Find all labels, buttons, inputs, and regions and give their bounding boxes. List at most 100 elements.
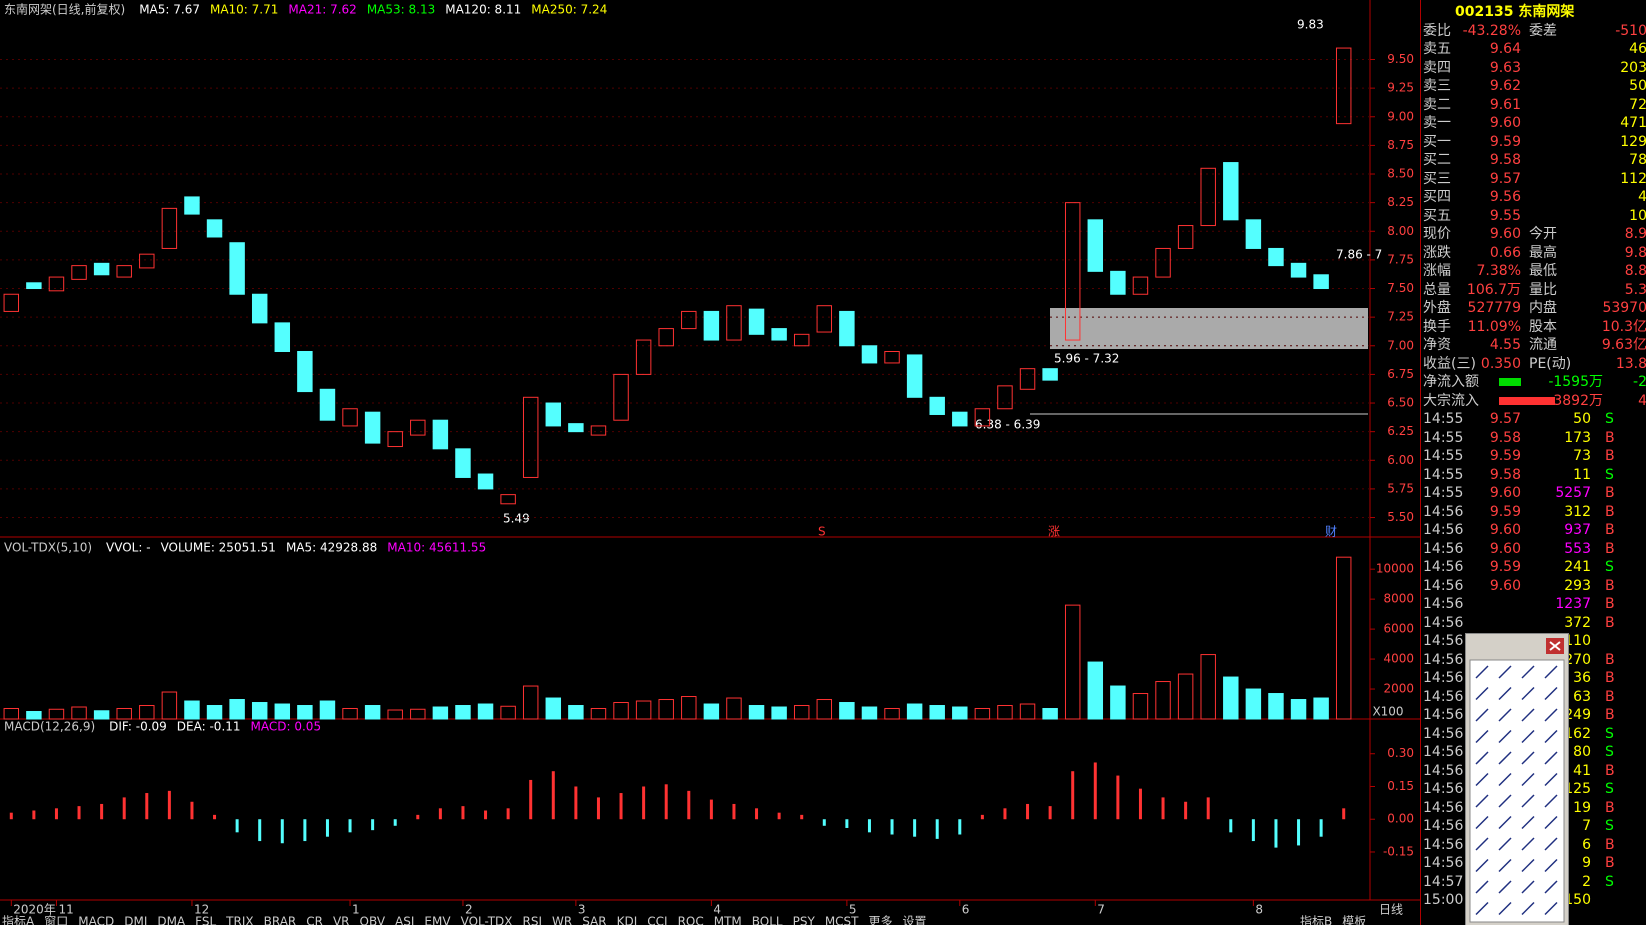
tool-icon[interactable] — [1521, 751, 1535, 765]
tool-icon[interactable] — [1521, 794, 1535, 808]
tab[interactable]: TRIX — [225, 915, 253, 925]
quote-cell: 5.3 — [1624, 281, 1646, 298]
quote-cell: 股本 — [1529, 318, 1557, 335]
tab[interactable]: VOL-TDX — [461, 915, 513, 925]
tab[interactable]: WR — [552, 915, 572, 925]
tool-icon[interactable] — [1521, 772, 1535, 787]
tool-icon[interactable] — [1544, 901, 1558, 916]
tool-icon[interactable] — [1544, 858, 1558, 873]
tab[interactable]: OBV — [360, 915, 386, 925]
tab[interactable]: 设置 — [903, 915, 927, 925]
tab[interactable]: DMI — [124, 915, 147, 925]
quote-cell: 9.60 — [1489, 522, 1521, 538]
tool-icon[interactable] — [1475, 665, 1489, 679]
tab[interactable]: BOLL — [752, 915, 783, 925]
tool-icon[interactable] — [1521, 837, 1535, 851]
tool-icon[interactable] — [1544, 880, 1558, 894]
macd-bar — [258, 819, 262, 842]
tab[interactable]: 模板 — [1342, 915, 1366, 925]
tool-icon[interactable] — [1521, 729, 1535, 744]
tool-icon[interactable] — [1498, 880, 1512, 894]
macd-bar — [9, 812, 13, 820]
tab[interactable]: EMV — [424, 915, 451, 925]
tab[interactable]: BRAR — [264, 915, 297, 925]
tool-icon[interactable] — [1475, 794, 1489, 808]
quote-cell: 14:56 — [1423, 818, 1464, 834]
tool-icon[interactable] — [1521, 686, 1535, 701]
tab[interactable]: CR — [306, 915, 323, 925]
tool-icon[interactable] — [1521, 708, 1535, 722]
macd-bar — [167, 790, 171, 820]
tool-icon[interactable] — [1475, 837, 1489, 851]
tool-icon[interactable] — [1498, 751, 1512, 765]
tool-icon[interactable] — [1521, 815, 1535, 830]
quote-cell: 11 — [1573, 466, 1591, 483]
tab[interactable]: FSL — [195, 915, 216, 925]
tab[interactable]: ROC — [678, 915, 704, 925]
tool-icon[interactable] — [1475, 708, 1489, 722]
tool-icon[interactable] — [1498, 901, 1512, 916]
tab[interactable]: PSY — [793, 915, 816, 925]
tool-icon[interactable] — [1521, 880, 1535, 894]
tool-icon[interactable] — [1544, 815, 1558, 830]
tool-icon[interactable] — [1544, 729, 1558, 744]
quote-cell: PE(动) — [1529, 355, 1572, 372]
tab[interactable]: 窗口 — [44, 915, 68, 925]
flow-bar — [1499, 396, 1555, 405]
quote-row: 14:55 9.60 5257 B — [1421, 484, 1646, 502]
tab[interactable]: 指标B — [1300, 914, 1332, 925]
tab[interactable]: KDJ — [617, 915, 638, 925]
quote-row: 收益(三) 0.350 PE(动) 13.8 — [1421, 355, 1646, 373]
volume-bar — [3, 708, 20, 720]
tool-icon[interactable] — [1475, 901, 1489, 916]
volume-bar — [500, 705, 516, 720]
tab[interactable]: DMA — [157, 915, 186, 925]
tool-icon[interactable] — [1475, 772, 1489, 787]
tab[interactable]: 指标A — [2, 914, 35, 925]
quote-cell: 36 — [1573, 670, 1591, 686]
tool-icon[interactable] — [1498, 794, 1512, 808]
drawing-toolbox[interactable] — [1465, 633, 1569, 925]
tab[interactable]: 更多 — [869, 915, 893, 925]
tool-icon[interactable] — [1544, 837, 1558, 851]
tool-icon[interactable] — [1521, 858, 1535, 873]
tab[interactable]: MACD — [78, 915, 114, 925]
tool-icon[interactable] — [1544, 708, 1558, 722]
tab[interactable]: SAR — [582, 915, 606, 925]
tool-icon[interactable] — [1544, 751, 1558, 765]
tool-icon[interactable] — [1544, 686, 1558, 701]
panel-title: MACD(12,26,9) — [4, 720, 95, 734]
tool-icon[interactable] — [1475, 751, 1489, 765]
tab[interactable]: ASI — [395, 915, 414, 925]
tool-icon[interactable] — [1475, 729, 1489, 744]
tool-icon[interactable] — [1498, 837, 1512, 851]
tool-icon[interactable] — [1544, 794, 1558, 808]
volume-bar — [884, 708, 900, 720]
tool-icon[interactable] — [1521, 665, 1535, 679]
volume-bar — [861, 706, 878, 720]
tool-icon[interactable] — [1498, 708, 1512, 722]
tool-icon[interactable] — [1544, 772, 1558, 787]
tool-icon[interactable] — [1498, 665, 1512, 679]
tool-icon[interactable] — [1498, 858, 1512, 873]
quote-cell: 14:57 — [1423, 873, 1464, 890]
tool-icon[interactable] — [1544, 665, 1558, 679]
tab[interactable]: MTM — [714, 915, 742, 925]
tool-icon[interactable] — [1475, 815, 1489, 830]
tab[interactable]: VR — [333, 915, 350, 925]
tab[interactable]: CCI — [647, 915, 667, 925]
quote-cell: 203 — [1620, 59, 1646, 76]
tool-icon[interactable] — [1475, 686, 1489, 701]
tool-icon[interactable] — [1498, 815, 1512, 830]
quote-cell: 14:56 — [1423, 744, 1464, 760]
tool-icon[interactable] — [1498, 729, 1512, 744]
candle — [319, 388, 336, 421]
tool-icon[interactable] — [1498, 686, 1512, 701]
tool-icon[interactable] — [1521, 901, 1535, 916]
tool-icon[interactable] — [1475, 880, 1489, 894]
quote-cell: 买一 — [1423, 133, 1451, 150]
tool-icon[interactable] — [1498, 772, 1512, 787]
tab[interactable]: RSI — [523, 915, 543, 925]
tab[interactable]: MCST — [825, 915, 859, 925]
tool-icon[interactable] — [1475, 858, 1489, 873]
